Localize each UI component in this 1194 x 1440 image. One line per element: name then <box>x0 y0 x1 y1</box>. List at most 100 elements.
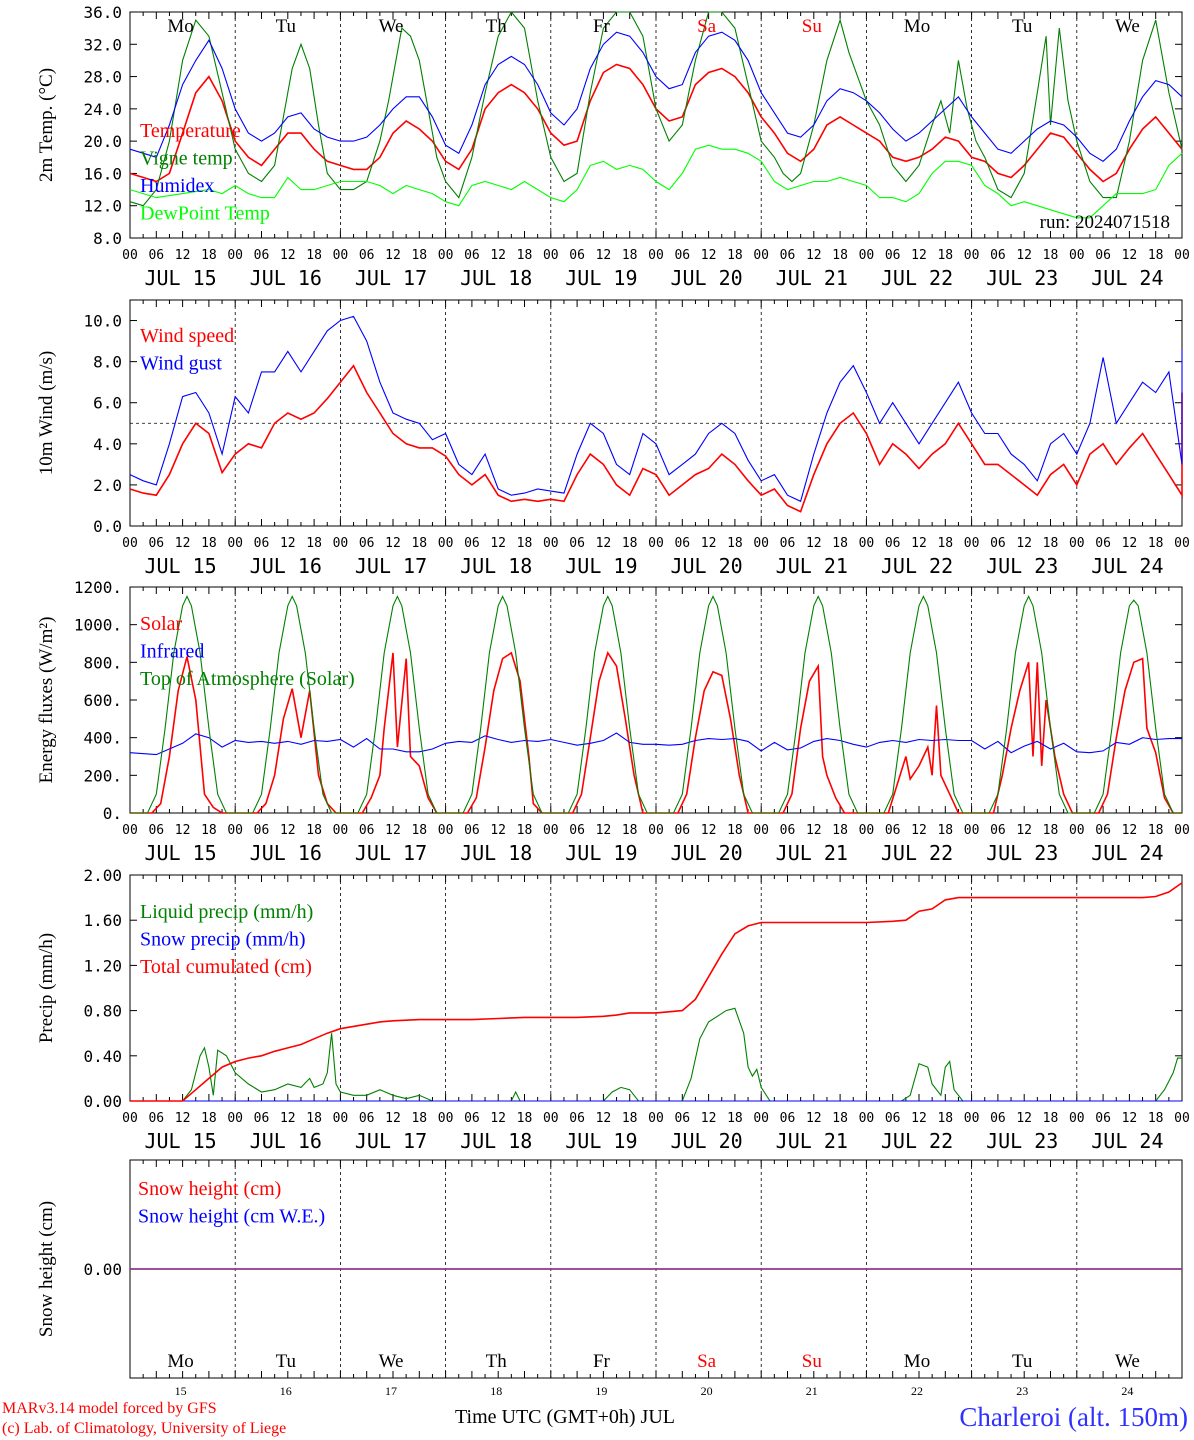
hour-tick-label: 18 <box>1148 1111 1164 1126</box>
day-number-label: 17 <box>385 1384 397 1398</box>
hour-tick-label: 12 <box>1122 248 1138 263</box>
series-line-3 <box>129 144 1183 219</box>
hour-tick-label: 00 <box>753 1111 769 1126</box>
hour-tick-label: 12 <box>701 1111 717 1126</box>
y-tick-label: 0.40 <box>83 1047 122 1066</box>
hour-tick-label: 12 <box>1122 1111 1138 1126</box>
hour-tick-label: 12 <box>1016 1111 1032 1126</box>
date-label: JUL 16 <box>250 266 322 290</box>
weekday-label: Mo <box>167 16 193 37</box>
hour-tick-label: 00 <box>543 248 559 263</box>
date-label: JUL 17 <box>355 554 427 578</box>
y-tick-label: 2.00 <box>83 866 122 885</box>
legend-entry: Humidex <box>140 175 214 197</box>
hour-tick-label: 00 <box>333 1111 349 1126</box>
hour-tick-label: 18 <box>1043 823 1059 838</box>
date-label: JUL 17 <box>355 1129 427 1153</box>
hour-tick-label: 00 <box>543 536 559 551</box>
hour-tick-label: 00 <box>648 536 664 551</box>
hour-tick-label: 00 <box>333 536 349 551</box>
date-label: JUL 17 <box>355 841 427 865</box>
hour-tick-label: 18 <box>517 248 533 263</box>
legend-entry: Total cumulated (cm) <box>140 956 312 978</box>
hour-tick-label: 00 <box>753 536 769 551</box>
hour-tick-label: 06 <box>254 1111 270 1126</box>
hour-tick-label: 18 <box>411 536 427 551</box>
hour-tick-label: 06 <box>359 248 375 263</box>
legend-entry: Top of Atmosphere (Solar) <box>140 668 355 690</box>
station-label: Charleroi (alt. 150m) <box>959 1402 1188 1432</box>
hour-tick-label: 06 <box>569 823 585 838</box>
hour-tick-label: 12 <box>385 1111 401 1126</box>
weekday-label: We <box>379 16 404 37</box>
hour-tick-label: 12 <box>280 248 296 263</box>
date-label: JUL 22 <box>881 266 953 290</box>
hour-tick-label: 06 <box>1095 1111 1111 1126</box>
hour-tick-label: 12 <box>1016 823 1032 838</box>
y-tick-label: 1200. <box>74 578 122 597</box>
hour-tick-label: 06 <box>990 823 1006 838</box>
hour-tick-label: 18 <box>306 248 322 263</box>
hour-tick-label: 00 <box>859 1111 875 1126</box>
weekday-label: Fr <box>593 1351 611 1372</box>
weekday-label: Tu <box>276 16 297 37</box>
date-label: JUL 15 <box>144 1129 216 1153</box>
hour-tick-label: 12 <box>1016 248 1032 263</box>
series-line-2 <box>129 31 1183 162</box>
hour-tick-label: 06 <box>254 823 270 838</box>
y-tick-label: 24.0 <box>83 100 122 119</box>
hour-tick-label: 00 <box>964 1111 980 1126</box>
hour-tick-label: 12 <box>385 248 401 263</box>
hour-tick-label: 18 <box>937 536 953 551</box>
y-tick-label: 800. <box>83 653 122 672</box>
hour-tick-label: 12 <box>806 536 822 551</box>
hour-tick-label: 00 <box>1069 248 1085 263</box>
weekday-label: Fr <box>593 16 611 37</box>
hour-tick-label: 18 <box>201 1111 217 1126</box>
hour-tick-label: 12 <box>806 1111 822 1126</box>
hour-tick-label: 06 <box>674 248 690 263</box>
date-label: JUL 16 <box>250 1129 322 1153</box>
hour-tick-label: 18 <box>622 1111 638 1126</box>
hour-tick-label: 12 <box>1122 823 1138 838</box>
hour-tick-label: 12 <box>1122 536 1138 551</box>
date-label: JUL 21 <box>776 266 848 290</box>
hour-tick-label: 18 <box>832 536 848 551</box>
date-label: JUL 24 <box>1091 554 1163 578</box>
hour-tick-label: 00 <box>648 823 664 838</box>
hour-tick-label: 00 <box>227 823 243 838</box>
hour-tick-label: 18 <box>937 1111 953 1126</box>
hour-tick-label: 00 <box>122 823 138 838</box>
legend-entry: Snow height (cm W.E.) <box>138 1206 325 1228</box>
hour-tick-label: 06 <box>885 1111 901 1126</box>
y-tick-label: 36.0 <box>83 3 122 22</box>
y-axis-label: 2m Temp. (°C) <box>36 68 57 182</box>
y-tick-label: 1.60 <box>83 911 122 930</box>
hour-tick-label: 12 <box>911 248 927 263</box>
weekday-label: Tu <box>1012 1351 1033 1372</box>
hour-tick-label: 18 <box>411 823 427 838</box>
hour-tick-label: 06 <box>1095 248 1111 263</box>
hour-tick-label: 06 <box>990 1111 1006 1126</box>
hour-tick-label: 18 <box>727 823 743 838</box>
hour-tick-label: 00 <box>859 248 875 263</box>
weekday-label: Sa <box>697 16 717 37</box>
weekday-label: Su <box>802 1351 823 1372</box>
series-line-1 <box>129 732 1182 756</box>
hour-tick-label: 00 <box>964 823 980 838</box>
hour-tick-label: 12 <box>490 536 506 551</box>
date-label: JUL 24 <box>1091 266 1163 290</box>
hour-tick-label: 06 <box>885 823 901 838</box>
hour-tick-label: 00 <box>438 1111 454 1126</box>
hour-tick-label: 12 <box>490 823 506 838</box>
hour-tick-label: 18 <box>937 823 953 838</box>
day-number-label: 21 <box>806 1384 818 1398</box>
hour-tick-label: 06 <box>885 248 901 263</box>
hour-tick-label: 12 <box>806 248 822 263</box>
date-label: JUL 16 <box>250 554 322 578</box>
y-tick-label: 1.20 <box>83 956 122 975</box>
weekday-label: Mo <box>904 1351 930 1372</box>
y-tick-label: 16.0 <box>83 164 122 183</box>
legend-entry: Wind gust <box>140 353 222 375</box>
date-label: JUL 24 <box>1091 1129 1163 1153</box>
